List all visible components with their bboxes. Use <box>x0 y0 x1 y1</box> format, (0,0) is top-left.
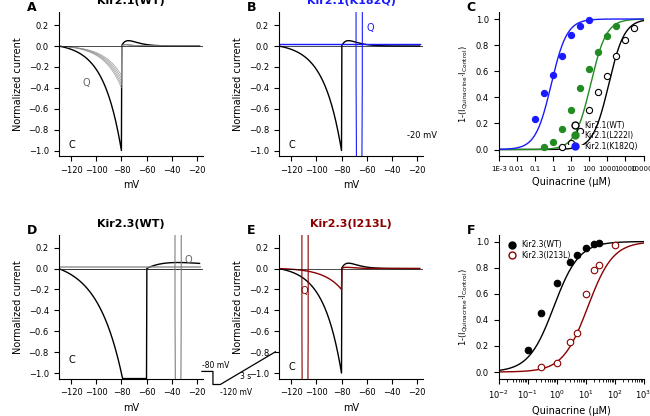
Text: 3 s: 3 s <box>240 371 252 381</box>
Y-axis label: 1-(I$_{\mathsf{Quinacrine}}$$\cdot$I$_{\mathsf{Control}}$): 1-(I$_{\mathsf{Quinacrine}}$$\cdot$I$_{\… <box>458 268 470 346</box>
Title: Kir2.1(WT): Kir2.1(WT) <box>97 0 165 6</box>
X-axis label: mV: mV <box>123 180 139 190</box>
Point <box>566 259 576 266</box>
Point <box>580 290 591 297</box>
Point <box>629 25 639 32</box>
Point <box>566 107 577 114</box>
Point <box>594 240 604 246</box>
Y-axis label: Normalized current: Normalized current <box>233 260 243 354</box>
Point <box>602 32 612 39</box>
Y-axis label: Normalized current: Normalized current <box>233 37 243 131</box>
Text: C: C <box>68 140 75 150</box>
X-axis label: mV: mV <box>343 180 359 190</box>
Point <box>556 125 567 132</box>
X-axis label: Quinacrine (μM): Quinacrine (μM) <box>532 177 610 187</box>
Point <box>589 241 599 248</box>
Point <box>602 73 612 80</box>
Point <box>556 52 567 59</box>
Point <box>571 329 582 336</box>
Text: A: A <box>27 1 36 14</box>
Point <box>538 90 549 97</box>
Point <box>593 48 603 55</box>
Point <box>611 52 621 59</box>
Text: Q: Q <box>300 286 307 296</box>
Title: Kir2.3(WT): Kir2.3(WT) <box>97 219 164 229</box>
Point <box>580 245 591 251</box>
Text: Q: Q <box>185 255 192 265</box>
Point <box>530 116 540 123</box>
Y-axis label: Normalized current: Normalized current <box>13 260 23 354</box>
Point <box>548 72 558 79</box>
Point <box>584 107 594 114</box>
Text: C: C <box>289 362 295 372</box>
X-axis label: mV: mV <box>343 403 359 413</box>
Point <box>523 347 533 353</box>
Point <box>575 128 585 134</box>
X-axis label: Quinacrine (μM): Quinacrine (μM) <box>532 406 610 416</box>
Point <box>556 144 567 150</box>
Text: D: D <box>27 223 37 237</box>
Point <box>566 31 577 38</box>
Text: Q: Q <box>83 78 90 88</box>
Legend: Kir2.1(WT), Kir2.1(L222I), Kir2.1(K182Q): Kir2.1(WT), Kir2.1(L222I), Kir2.1(K182Q) <box>566 119 640 152</box>
Text: -120 mV: -120 mV <box>220 389 252 397</box>
Point <box>611 22 621 29</box>
Point <box>536 310 547 317</box>
Legend: Kir2.3(WT), Kir2.3(I213L): Kir2.3(WT), Kir2.3(I213L) <box>502 239 572 261</box>
Point <box>584 65 594 72</box>
Text: -20 mV: -20 mV <box>407 131 437 140</box>
Point <box>571 251 582 258</box>
Point <box>620 37 630 43</box>
Text: C: C <box>467 1 476 14</box>
Y-axis label: 1-(I$_{\mathsf{Quinacrine}}$$\cdot$I$_{\mathsf{Control}}$): 1-(I$_{\mathsf{Quinacrine}}$$\cdot$I$_{\… <box>458 45 470 123</box>
Point <box>551 280 562 287</box>
Text: B: B <box>247 1 256 14</box>
Point <box>538 144 549 150</box>
Point <box>536 364 547 370</box>
Point <box>584 17 594 24</box>
Point <box>594 262 604 268</box>
Point <box>575 85 585 92</box>
Text: F: F <box>467 223 475 237</box>
Point <box>609 242 619 249</box>
Text: -80 mV: -80 mV <box>202 361 229 370</box>
Point <box>548 139 558 145</box>
Y-axis label: Normalized current: Normalized current <box>13 37 23 131</box>
Text: E: E <box>247 223 255 237</box>
Title: Kir2.1(K182Q): Kir2.1(K182Q) <box>307 0 395 6</box>
Text: C: C <box>68 355 75 365</box>
Text: Q: Q <box>367 23 374 33</box>
Point <box>566 339 576 345</box>
Text: C: C <box>289 140 295 150</box>
X-axis label: mV: mV <box>123 403 139 413</box>
Point <box>589 267 599 274</box>
Point <box>575 22 585 29</box>
Point <box>566 140 577 146</box>
Point <box>593 89 603 95</box>
Title: Kir2.3(I213L): Kir2.3(I213L) <box>310 219 392 229</box>
Point <box>551 359 562 366</box>
